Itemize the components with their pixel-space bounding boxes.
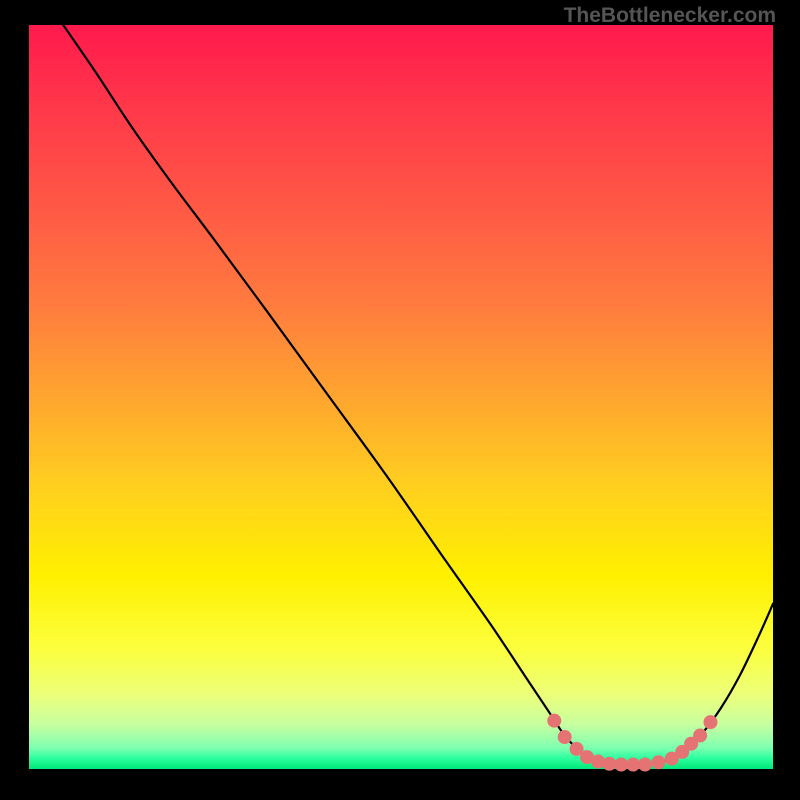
- plot-area: [29, 25, 773, 769]
- marker-dot: [558, 730, 572, 744]
- trend-curve: [63, 25, 773, 765]
- marker-dot: [651, 755, 665, 769]
- curve-layer: [29, 25, 773, 769]
- marker-group: [547, 714, 717, 772]
- marker-dot: [547, 714, 561, 728]
- marker-dot: [693, 729, 707, 743]
- marker-dot: [638, 758, 652, 772]
- marker-dot: [602, 757, 616, 771]
- marker-dot: [704, 715, 718, 729]
- marker-dot: [614, 758, 628, 772]
- chart-canvas: TheBottlenecker.com: [0, 0, 800, 800]
- watermark-text: TheBottlenecker.com: [564, 4, 776, 28]
